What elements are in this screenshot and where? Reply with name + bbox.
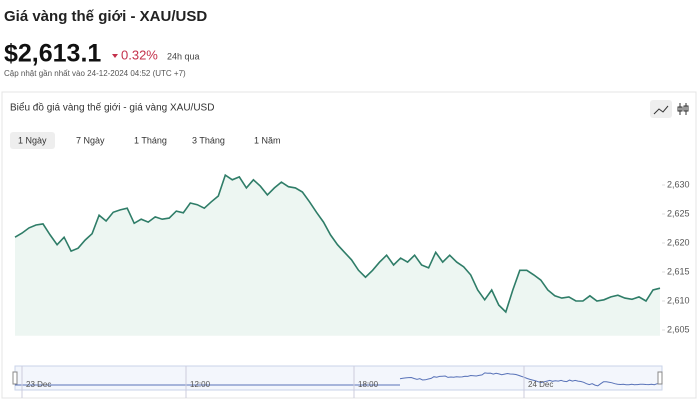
price: $2,613.1: [4, 40, 101, 68]
navigator-label: 23 Dec: [26, 380, 51, 389]
navigator[interactable]: [14, 365, 663, 391]
tab[interactable]: 7 Ngày: [76, 135, 105, 145]
navigator-label: 24 Dec: [528, 380, 553, 389]
tab-active[interactable]: [10, 132, 55, 149]
tab[interactable]: 3 Tháng: [192, 135, 225, 145]
y-tick-label: 2,615: [667, 266, 690, 276]
y-tick-label: 2,610: [667, 295, 690, 305]
navigator-label: 18:00: [358, 380, 379, 389]
panel: [1, 91, 697, 399]
y-tick-label: 2,630: [667, 179, 690, 189]
line-icon: [653, 105, 669, 115]
y-tick-label: 2,620: [667, 237, 690, 247]
y-tick-label: 2,625: [667, 208, 690, 218]
change: 0.32%: [121, 47, 158, 62]
page-title: Giá vàng thế giới - XAU/USD: [4, 8, 207, 25]
line-icon-btn[interactable]: [650, 100, 672, 118]
tab[interactable]: 1 Tháng: [134, 135, 167, 145]
tab[interactable]: 1 Năm: [254, 135, 281, 145]
price-line: [14, 173, 661, 314]
area-fill: [15, 175, 660, 336]
period: 24h qua: [167, 51, 200, 61]
y-tick-label: 2,605: [667, 324, 690, 334]
handle-right[interactable]: [657, 371, 663, 385]
navigator-line: [399, 372, 661, 387]
candle-icon[interactable]: [677, 103, 689, 115]
handle-left[interactable]: [12, 371, 18, 385]
tab[interactable]: 1 Ngày: [18, 135, 47, 145]
panel-title: Biểu đồ giá vàng thế giới - giá vàng XAU…: [10, 102, 214, 114]
navigator-label: 12:00: [190, 380, 211, 389]
updated: Cập nhật gần nhất vào 24-12-2024 04:52 (…: [4, 69, 186, 78]
down-arrow: [112, 54, 118, 58]
